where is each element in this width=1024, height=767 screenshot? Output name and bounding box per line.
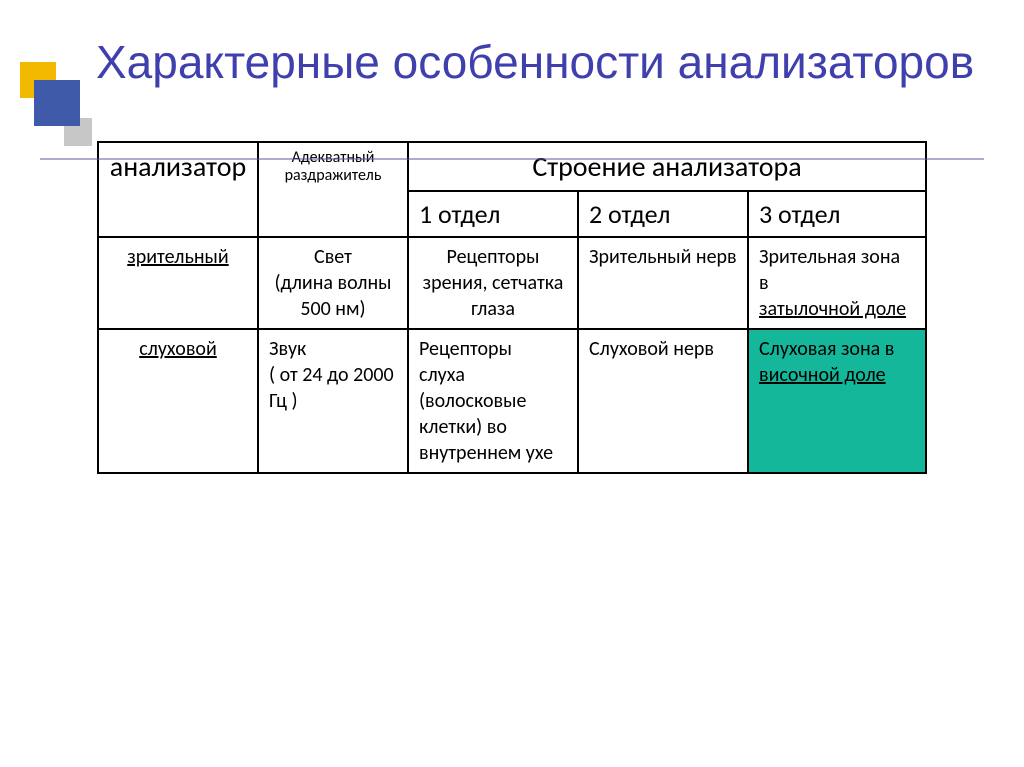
stim-line: Свет [269,244,397,270]
slide-title: Характерные особенности анализаторов [40,24,984,89]
deco-square-blue [34,80,80,126]
slide: Характерные особенности анализаторов ана… [0,0,1024,767]
cell-analyzer: слуховой [98,329,258,473]
cell-section-3: Слуховая зона в височной доле [748,329,926,473]
s2-text: Зрительный нерв [589,245,737,269]
cell-stimulus: Свет (длина волны 500 нм) [258,237,408,329]
s1-text: слуха (волосковые клетки) во внутреннем … [419,362,567,466]
cell-section-2: Зрительный нерв [578,237,748,329]
th-section-3: 3 отдел [748,191,926,237]
s3-text: Зрительная зона [759,244,915,270]
cell-section-1: Рецепторы зрения, сетчатка глаза [408,237,578,329]
s3-text: в [759,270,915,296]
cell-section-1: Рецепторы слуха (волосковые клетки) во в… [408,329,578,473]
s2-text: Слуховой нерв [589,337,714,361]
th-structure: Строение анализатора [408,142,926,191]
analyzers-table: анализатор Адекватный раздражитель Строе… [97,141,927,474]
table-body: зрительный Свет (длина волны 500 нм) Рец… [98,237,926,473]
th-section-2: 2 отдел [578,191,748,237]
cell-analyzer: зрительный [98,237,258,329]
analyzer-name: слуховой [139,337,217,361]
stim-line: ( от 24 до 2000 Гц ) [269,362,397,414]
th-section-1: 1 отдел [408,191,578,237]
cell-section-3: Зрительная зона в затылочной доле [748,237,926,329]
title-underline [40,158,984,160]
s1-text: Рецепторы зрения, сетчатка глаза [423,245,564,321]
table-row: слуховой Звук ( от 24 до 2000 Гц ) Рецеп… [98,329,926,473]
stim-line: Звук [269,336,397,362]
s3-underlined: височной доле [759,362,915,388]
table-row: зрительный Свет (длина волны 500 нм) Рец… [98,237,926,329]
cell-stimulus: Звук ( от 24 до 2000 Гц ) [258,329,408,473]
cell-section-2: Слуховой нерв [578,329,748,473]
analyzer-name: зрительный [127,245,228,269]
th-stimulus: Адекватный раздражитель [258,142,408,237]
stim-line: 500 нм) [269,296,397,322]
s3-text: Слуховая зона в [759,336,915,362]
stim-line: (длина волны [269,270,397,296]
s1-text: Рецепторы [419,336,567,362]
th-analyzer: анализатор [98,142,258,237]
s3-underlined: затылочной доле [759,296,915,322]
